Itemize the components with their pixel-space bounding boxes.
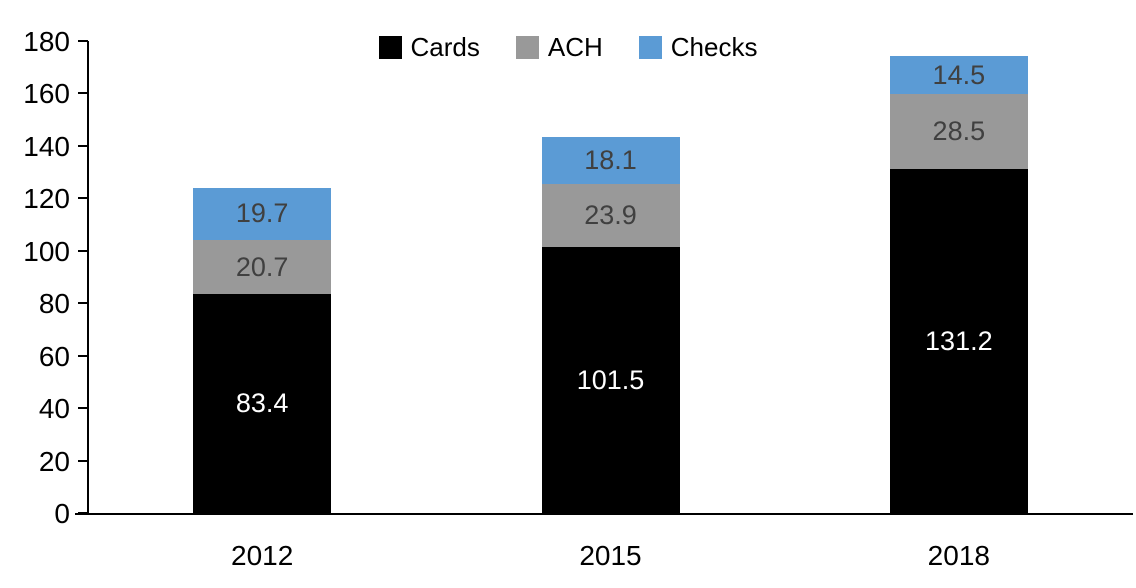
- bar-value-label: 23.9: [584, 200, 637, 231]
- y-tick-label: 140: [23, 130, 70, 162]
- legend-item-cards: Cards: [378, 32, 480, 62]
- y-tick-label: 0: [54, 498, 70, 529]
- bar-segment-cards: 101.5: [541, 246, 680, 513]
- y-tick-label: 180: [23, 26, 70, 57]
- legend-item-checks: Checks: [638, 32, 758, 62]
- bar-segment-cards: 131.2: [889, 168, 1028, 513]
- bar-segment-checks: 19.7: [193, 188, 332, 241]
- y-tick-mark: [78, 354, 88, 357]
- y-tick-mark: [78, 40, 88, 42]
- y-tick-label: 60: [38, 340, 70, 372]
- y-tick-mark: [78, 197, 88, 200]
- y-tick-label: 80: [38, 288, 70, 320]
- y-tick-mark: [78, 302, 88, 305]
- bar-segment-checks: 18.1: [541, 136, 680, 185]
- y-tick-mark: [78, 92, 88, 95]
- bar-value-label: 83.4: [235, 388, 289, 419]
- y-tick-label: 160: [23, 78, 70, 110]
- legend-swatch-icon: [638, 35, 662, 59]
- legend: Cards ACH Checks: [0, 34, 1136, 60]
- bar-segment-cards: 83.4: [193, 294, 332, 513]
- legend-swatch-icon: [378, 35, 402, 59]
- bar-segment-ach: 28.5: [889, 94, 1028, 169]
- y-tick-mark: [78, 459, 88, 462]
- y-tick-mark: [78, 144, 88, 147]
- y-tick-mark: [78, 407, 88, 410]
- y-tick-label: 20: [38, 445, 70, 477]
- x-axis-label: 2015: [579, 540, 642, 571]
- legend-label: Checks: [670, 32, 758, 62]
- y-tick-label: 120: [23, 183, 70, 215]
- bar-segment-ach: 23.9: [541, 184, 680, 247]
- bar-value-label: 131.2: [925, 325, 993, 356]
- x-axis-label: 2018: [927, 540, 990, 571]
- bar-value-label: 28.5: [932, 116, 986, 147]
- legend-item-ach: ACH: [515, 32, 603, 62]
- bar-segment-checks: 14.5: [889, 56, 1028, 95]
- legend-swatch-icon: [515, 35, 539, 59]
- y-tick-mark: [78, 249, 88, 252]
- x-axis-line: [75, 513, 1133, 515]
- y-axis-line: [87, 41, 89, 515]
- legend-label: ACH: [547, 32, 603, 62]
- y-tick-label: 40: [38, 393, 70, 425]
- legend-label: Cards: [410, 32, 480, 62]
- y-tick-label: 100: [23, 235, 70, 267]
- bar-value-label: 19.7: [235, 198, 289, 229]
- x-axis-label: 2012: [231, 540, 294, 571]
- bar-segment-ach: 20.7: [193, 240, 332, 295]
- bar-value-label: 14.5: [932, 60, 986, 91]
- bar-value-label: 18.1: [584, 144, 637, 175]
- bar-value-label: 101.5: [576, 364, 645, 395]
- bar-value-label: 20.7: [235, 252, 289, 283]
